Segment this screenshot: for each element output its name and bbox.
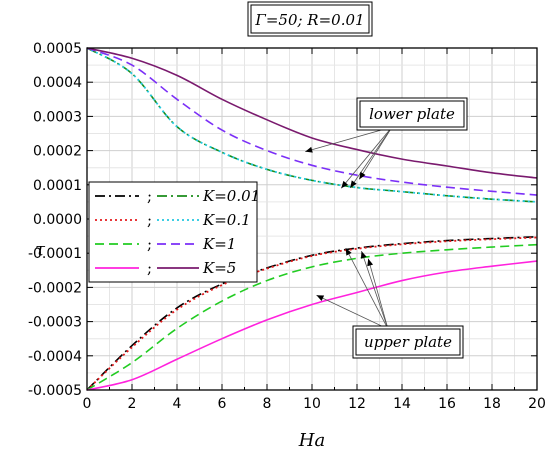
x-tick-label: 12	[348, 396, 366, 412]
legend-label: K=0.1	[202, 211, 251, 229]
annotation-upper-plate: upper plate	[316, 247, 464, 359]
series-line-upper-K-0-1	[86, 236, 538, 391]
arrow-head	[359, 171, 366, 180]
y-tick-label: -0.0005	[28, 383, 82, 399]
legend-label: K=0.01	[202, 187, 260, 205]
legend-separator: ;	[147, 187, 152, 205]
legend-item-K-0-1: ; K=0.1	[95, 211, 251, 229]
x-tick-label: 14	[393, 396, 411, 412]
annotation-arrow	[361, 251, 389, 330]
y-tick-label: 0.0005	[33, 41, 82, 57]
x-tick-label: 2	[128, 396, 137, 412]
annotation-arrow	[367, 258, 389, 330]
y-tick-label: -0.0001	[28, 246, 82, 262]
ticks	[86, 47, 538, 391]
x-tick-label: 20	[528, 396, 546, 412]
y-tick-label: 0.0001	[33, 178, 82, 194]
series-line-lower-K-5	[86, 47, 538, 179]
legend-label: K=5	[202, 259, 236, 277]
y-tick-label: 0.0000	[33, 212, 82, 228]
series-line-lower-K-0-01	[86, 47, 538, 203]
x-tick-label: 10	[303, 396, 321, 412]
y-tick-label: -0.0003	[28, 315, 82, 331]
title-box: Γ=50; R=0.01	[247, 1, 373, 37]
legend-separator: ;	[147, 211, 152, 229]
annotation-box-inner	[359, 100, 465, 128]
arrow-head	[360, 251, 367, 259]
arrow-head	[367, 258, 374, 267]
series-line-upper-K-5	[86, 260, 538, 391]
curves	[86, 47, 538, 391]
x-axis-label: Ha	[298, 430, 325, 451]
annotation-label: upper plate	[364, 333, 452, 351]
legend-item-K-1: ; K=1	[95, 235, 236, 253]
arrow-head	[350, 180, 357, 188]
annotation-arrow	[349, 126, 393, 189]
legend: ; K=0.01; K=0.1; K=1; K=5	[88, 181, 260, 283]
arrow-head	[316, 295, 325, 301]
series-line-upper-K-1	[86, 243, 538, 391]
series-line-lower-K-0-1	[86, 47, 538, 203]
legend-label: K=1	[202, 235, 236, 253]
legend-box	[88, 181, 258, 283]
x-tick-label: 6	[218, 396, 227, 412]
annotation-lower-plate: lower plate	[305, 97, 468, 189]
legend-item-K-5: ; K=5	[95, 259, 236, 277]
annotation-box-outer	[352, 325, 464, 359]
annotation-arrow	[358, 126, 393, 180]
y-tick-label: 0.0002	[33, 144, 82, 160]
x-tick-label: 4	[173, 396, 182, 412]
arrow-head	[345, 248, 352, 256]
annotation-box-inner	[355, 328, 461, 356]
x-tick-label: 18	[483, 396, 501, 412]
series-line-lower-K-1	[86, 47, 538, 196]
y-tick-label: 0.0004	[33, 75, 82, 91]
annotation-arrow	[316, 294, 389, 330]
x-tick-label: 16	[438, 396, 456, 412]
y-tick-label: 0.0003	[33, 109, 82, 125]
legend-separator: ;	[147, 235, 152, 253]
y-tick-labels: 0.0005 0.0004 0.0003 0.0002 0.0001 0.0000 -0.0…	[28, 41, 82, 399]
legend-item-K-0-01: ; K=0.01	[95, 187, 260, 205]
annotation-box-outer	[356, 97, 468, 131]
legend-separator: ;	[147, 259, 152, 277]
annotations: lower plate upper plate	[305, 97, 468, 359]
arrow-head	[341, 180, 349, 189]
y-tick-label: -0.0002	[28, 280, 82, 296]
annotation-label: lower plate	[369, 105, 455, 123]
annotation-arrow	[305, 126, 393, 153]
arrow-head	[305, 146, 313, 153]
y-axis-label: τ	[35, 239, 46, 260]
x-tick-label: 0	[83, 396, 92, 412]
x-tick-label: 8	[263, 396, 272, 412]
x-tick-labels: 0 2 4 6 8 10 12 14 16 18 20	[83, 396, 546, 412]
y-tick-label: -0.0004	[28, 349, 82, 365]
annotation-arrow	[340, 126, 393, 189]
annotation-arrow	[345, 247, 389, 330]
chart-title: Γ=50; R=0.01	[254, 11, 364, 29]
